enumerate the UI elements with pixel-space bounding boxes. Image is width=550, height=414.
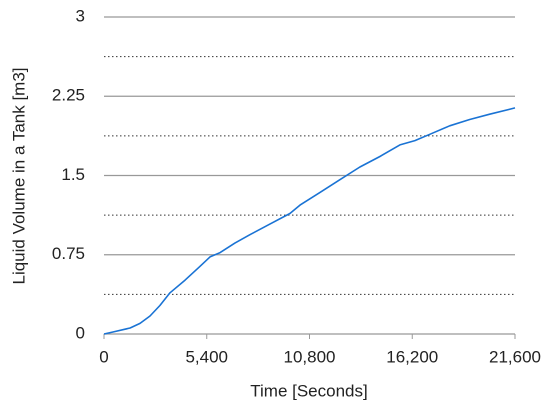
x-tick-label: 21,600 [489,347,541,366]
x-tick-label: 10,800 [284,347,336,366]
x-tick-label: 0 [99,347,108,366]
x-tick-label: 5,400 [185,347,228,366]
y-tick-label: 0.75 [52,244,85,263]
y-tick-label: 1.5 [61,165,85,184]
data-line [103,107,516,335]
y-axis-title: Liquid Volume in a Tank [m3] [9,67,28,284]
x-tick-label: 16,200 [386,347,438,366]
x-axis-title: Time [Seconds] [250,381,367,400]
y-tick-label: 3 [76,6,85,25]
y-tick-label: 2.25 [52,86,85,105]
y-tick-label: 0 [76,323,85,342]
